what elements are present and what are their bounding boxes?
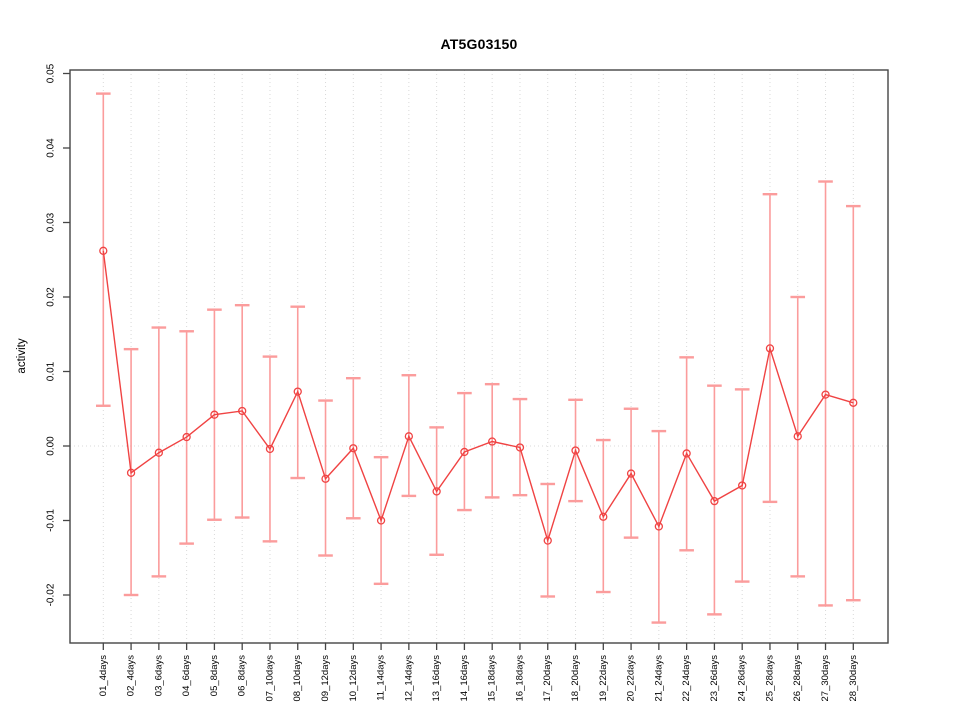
data-point [543, 536, 552, 545]
y-tick-label: 0.01 [46, 361, 57, 381]
x-tick-label: 19_22days [598, 655, 609, 702]
data-point [515, 443, 525, 452]
x-tick-label: 11_14days [376, 655, 387, 701]
data-point [293, 387, 302, 396]
x-tick-label: 18_20days [570, 655, 581, 702]
x-tick-label: 14_16days [459, 655, 470, 702]
data-point [210, 410, 219, 419]
x-tick-label: 06_8days [237, 655, 248, 696]
y-tick-label: 0.00 [46, 436, 57, 456]
y-tick-label: 0.03 [46, 212, 57, 232]
x-tick-label: 24_26days [737, 655, 748, 702]
data-point [488, 437, 497, 446]
x-tick-label: 17_20days [542, 655, 553, 702]
data-point [349, 444, 358, 453]
data-point [321, 474, 330, 483]
x-tick-label: 20_22days [626, 655, 637, 702]
x-tick-label: 09_12days [320, 655, 331, 702]
data-point [710, 496, 719, 506]
data-point [765, 344, 775, 353]
data-line [102, 250, 854, 544]
data-point [376, 516, 386, 525]
x-tick-label: 28_30days [848, 655, 859, 702]
x-tick-label: 02_4days [126, 655, 137, 696]
data-point [821, 390, 830, 399]
data-point [126, 468, 136, 477]
x-tick-label: 21_24days [653, 655, 664, 702]
data-point [182, 432, 191, 442]
plot-box [69, 69, 889, 644]
data-point [460, 447, 469, 457]
x-tick-label: 03_6days [153, 655, 164, 696]
y-tick-label: 0.02 [46, 287, 57, 307]
y-tick-label: -0.02 [46, 583, 57, 606]
data-point [793, 432, 802, 441]
x-tick-label: 27_30days [820, 655, 831, 702]
x-tick-label: 22_24days [681, 655, 692, 702]
data-point [599, 512, 608, 521]
x-tick-label: 05_8days [209, 655, 220, 696]
x-tick-label: 07_10days [264, 655, 275, 702]
data-point [99, 246, 108, 255]
x-tick-label: 26_28days [792, 655, 803, 702]
data-point [404, 432, 414, 441]
x-tick-label: 04_6days [181, 655, 192, 696]
data-point [154, 448, 164, 457]
data-point [682, 449, 691, 458]
x-tick-label: 13_16days [431, 655, 442, 702]
data-point [571, 446, 580, 455]
chart-title: AT5G03150 [440, 36, 518, 52]
y-tick-label: 0.05 [46, 63, 57, 83]
data-point [238, 406, 247, 416]
x-tick-label: 25_28days [764, 655, 775, 702]
data-point [265, 444, 275, 454]
data-point [738, 481, 747, 490]
x-tick-label: 12_14days [403, 655, 414, 702]
x-tick-label: 10_12days [348, 655, 359, 702]
y-tick-label: 0.04 [46, 138, 57, 158]
data-point [432, 487, 441, 496]
y-tick-label: -0.01 [46, 509, 57, 532]
x-tick-label: 08_10days [292, 655, 303, 702]
data-point [626, 469, 636, 478]
x-tick-label: 23_26days [709, 655, 720, 702]
x-tick-label: 01_4days [98, 655, 109, 696]
data-point [849, 398, 858, 407]
x-tick-label: 16_18days [514, 655, 525, 702]
data-point [654, 522, 664, 531]
x-tick-label: 15_18days [487, 655, 498, 702]
